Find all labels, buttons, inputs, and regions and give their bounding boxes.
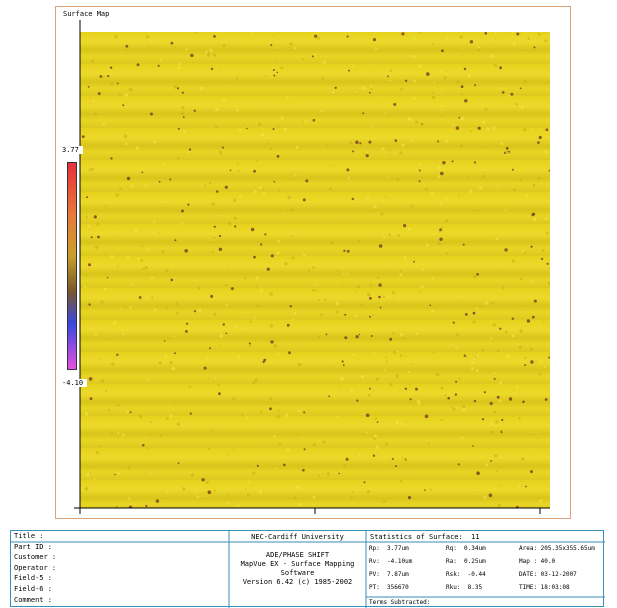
field-label: Field-5 :: [14, 574, 52, 582]
terms: Terms Subtracted:: [369, 599, 430, 606]
info-table: Title : Part ID : Customer : Operator : Fiel…: [10, 530, 604, 607]
software-line: MapVue EX - Surface Mapping Software: [229, 560, 366, 578]
software-line: ADE/PHASE SHIFT: [229, 551, 366, 560]
field-label: Comment :: [14, 596, 52, 604]
stat: Rv: -4.10um: [369, 558, 412, 565]
field-label: Operator :: [14, 564, 56, 572]
scale-max: 3.77: [62, 146, 83, 154]
field-label: Part ID :: [14, 543, 52, 551]
stats-title: Statistics of Surface: 11: [370, 533, 480, 541]
organization: NEC-Cardiff University: [229, 533, 366, 541]
stat: Rku: 8.35: [446, 584, 482, 591]
stat: Rp: 3.77um: [369, 545, 409, 552]
page: Surface Map 3.77 -4.10 Title :Part ID :C…: [0, 0, 617, 607]
stat: Area: 205.35x355.65um: [519, 545, 595, 552]
field-label: Customer :: [14, 553, 56, 561]
stat: DATE: 03-12-2007: [519, 571, 577, 578]
field-label: Title :: [14, 532, 44, 540]
color-scale: [67, 162, 77, 370]
software-info: ADE/PHASE SHIFTMapVue EX - Surface Mappi…: [229, 551, 366, 587]
stat: Map : 40.0: [519, 558, 555, 565]
stat: Rsk: -0.44: [446, 571, 486, 578]
stat: PT: 356670: [369, 584, 409, 591]
stat: PV: 7.87um: [369, 571, 409, 578]
software-line: Version 6.42 (c) 1985-2002: [229, 578, 366, 587]
field-label: Field-6 :: [14, 585, 52, 593]
stat: TIME: 18:03:08: [519, 584, 570, 591]
stat: Ra: 0.25um: [446, 558, 486, 565]
scale-min: -4.10: [62, 379, 87, 387]
stat: Rq: 0.34um: [446, 545, 486, 552]
axes: [0, 0, 617, 530]
